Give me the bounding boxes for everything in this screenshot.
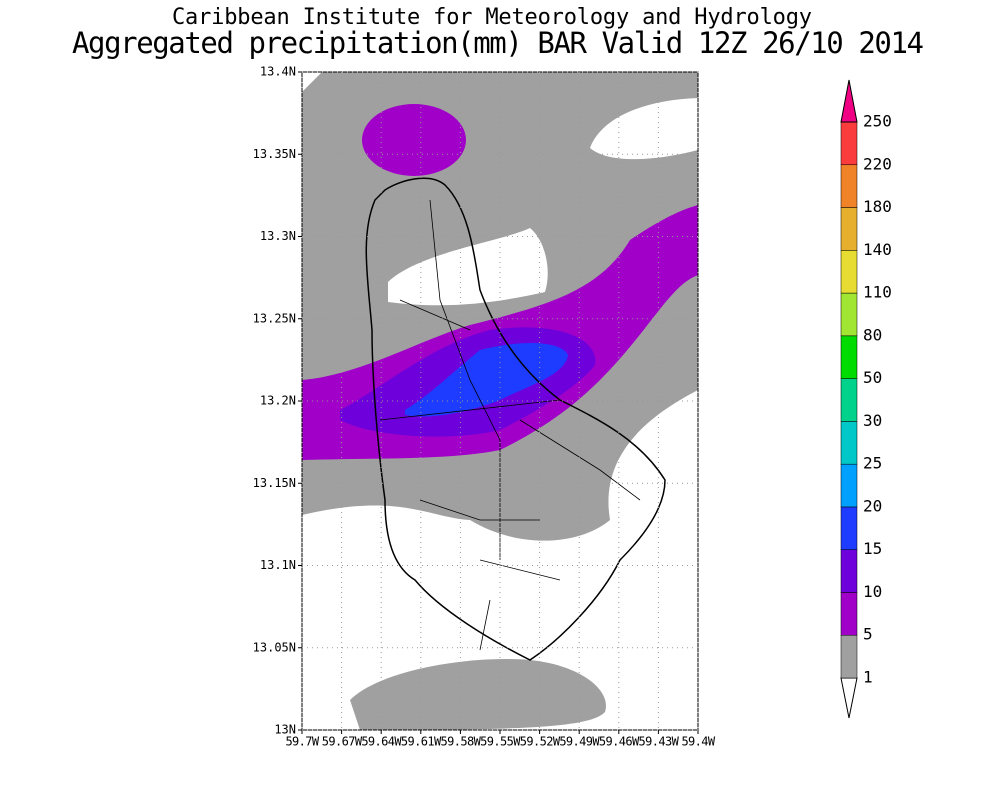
colorbar-box [840, 506, 858, 550]
y-tick-label: 13.15N [253, 476, 296, 490]
colorbar-label: 10 [863, 582, 882, 601]
colorbar-box [840, 463, 858, 508]
contour-purple [362, 104, 466, 176]
title: Caribbean Institute for Meteorology and … [172, 5, 812, 30]
y-tick-label: 13.05N [253, 640, 296, 654]
x-tick-label: 59.7W [285, 735, 319, 749]
colorbar-box [840, 378, 858, 422]
y-tick-label: 13N [274, 723, 296, 737]
colorbar-label: 140 [863, 240, 892, 259]
colorbar-label: 250 [863, 112, 892, 131]
contour-white [388, 228, 548, 306]
colorbar-under [840, 677, 858, 719]
axes: 59.7W 59.67W 59.64W 59.61W 59.58W 59.55W 59.52… [253, 65, 717, 749]
colorbar-label: 5 [863, 625, 873, 644]
subtitle: Aggregated precipitation(mm) BAR Valid 1… [72, 26, 924, 60]
colorbar-box [840, 292, 858, 337]
colorbar-label: 15 [863, 539, 882, 558]
colorbar-box [840, 250, 858, 294]
x-tick-label: 59.55W [480, 735, 521, 749]
colorbar-label: 50 [863, 368, 882, 387]
colorbar-box [840, 634, 858, 679]
x-tick-label: 59.43W [639, 735, 680, 749]
colorbar-label: 220 [863, 154, 892, 173]
x-tick-label: 59.49W [559, 735, 600, 749]
x-tick-label: 59.4W [681, 735, 715, 749]
colorbar-label: 1 [863, 668, 873, 687]
y-tick-label: 13.1N [260, 558, 296, 572]
colorbar-box [840, 335, 858, 379]
colorbar-label: 110 [863, 283, 892, 302]
colorbar-box [840, 164, 858, 208]
y-tick-label: 13.25N [253, 311, 296, 325]
colorbar-box [840, 421, 858, 465]
colorbar-box [840, 121, 858, 166]
colorbar-over [840, 79, 858, 123]
x-tick-label: 59.61W [401, 735, 442, 749]
y-tick-label: 13.35N [253, 147, 296, 161]
colorbar-label: 25 [863, 454, 882, 473]
colorbar-box [840, 592, 858, 636]
colorbar-box [840, 207, 858, 251]
parish-boundaries [379, 199, 641, 651]
y-tick-label: 13.4N [260, 65, 296, 79]
y-tick-label: 13.2N [260, 394, 296, 408]
x-tick-label: 59.52W [520, 735, 561, 749]
colorbar-label: 180 [863, 197, 892, 216]
colorbar-label: 20 [863, 496, 882, 515]
contour-gray [350, 659, 606, 730]
contour-blue [405, 343, 568, 417]
x-tick-label: 59.58W [441, 735, 482, 749]
x-tick-label: 59.46W [599, 735, 640, 749]
x-tick-label: 59.67W [322, 735, 363, 749]
island-outline [365, 177, 666, 661]
colorbar-box [840, 549, 858, 593]
colorbar-label: 30 [863, 411, 882, 430]
y-tick-label: 13.3N [260, 229, 296, 243]
colorbar-label: 80 [863, 325, 882, 344]
x-tick-label: 59.64W [361, 735, 402, 749]
